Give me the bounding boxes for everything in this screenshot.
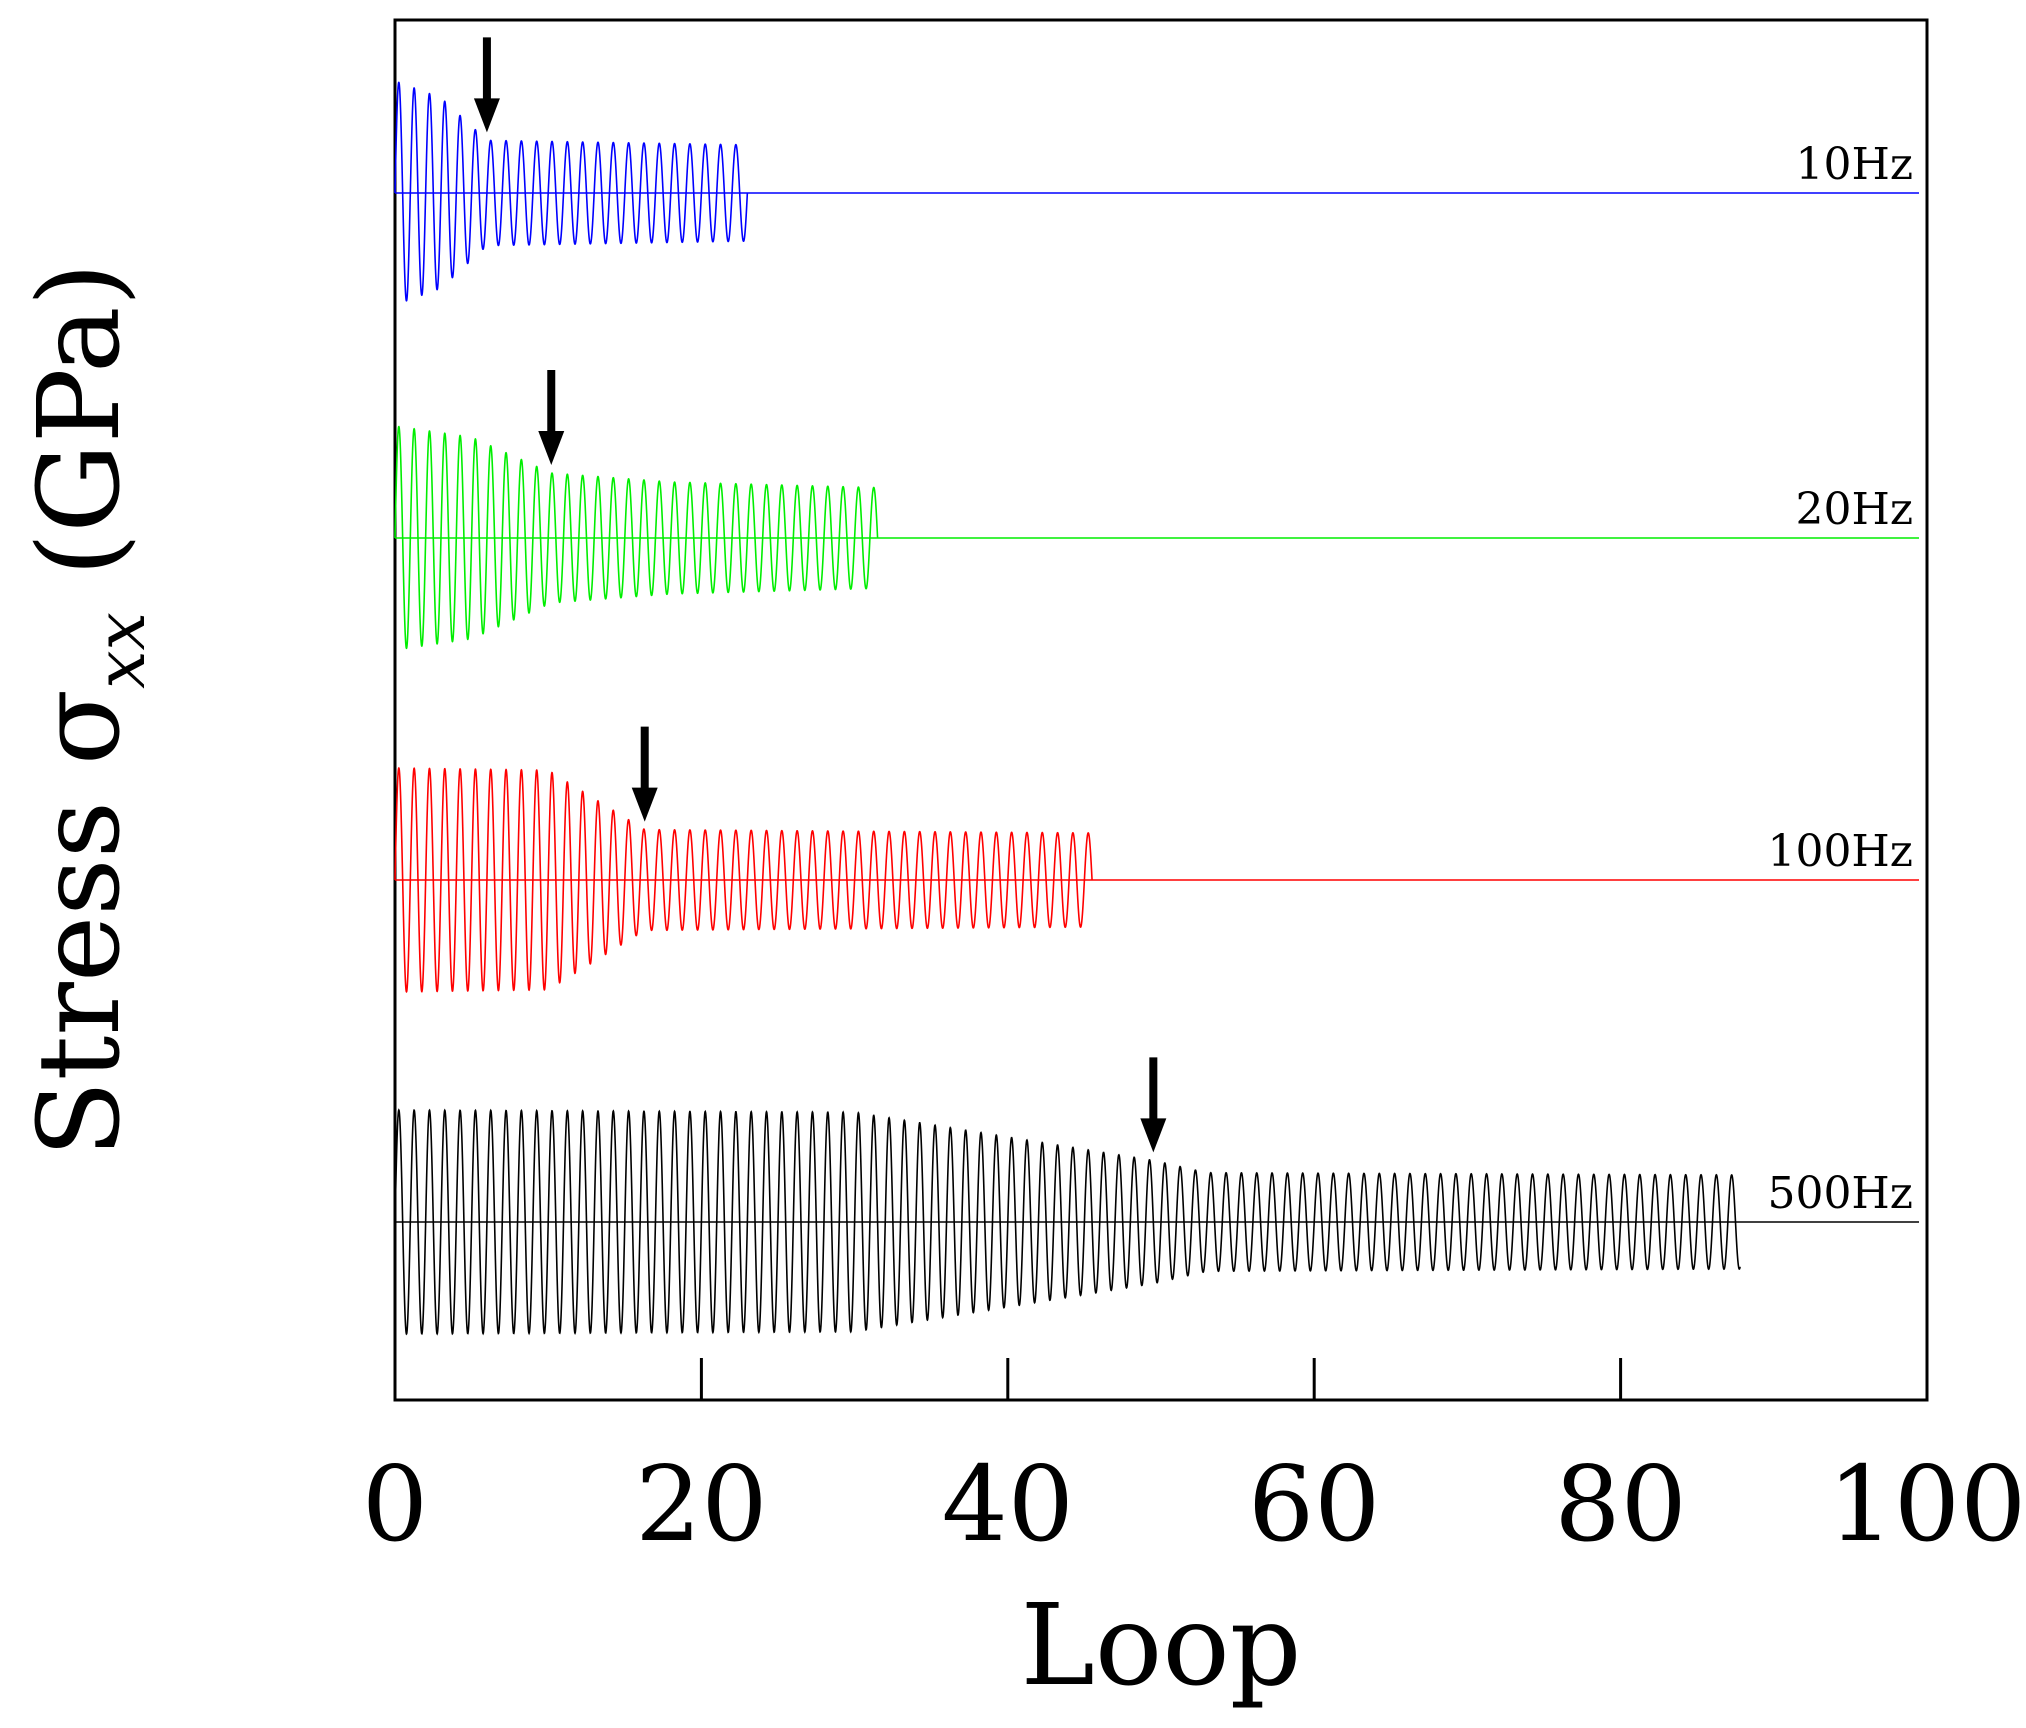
x-axis-title: Loop bbox=[1021, 1581, 1302, 1711]
series-20hz-oscillation bbox=[394, 425, 879, 650]
y-axis-title-suffix: (GPa) bbox=[15, 263, 145, 613]
series-500hz-oscillation bbox=[394, 1108, 1741, 1336]
arrow-500hz bbox=[1140, 1057, 1167, 1153]
arrow-500hz-head bbox=[1140, 1118, 1167, 1153]
arrow-100hz-head bbox=[631, 787, 658, 822]
series-label-500hz: 500Hz bbox=[1767, 1168, 1913, 1219]
arrow-100hz bbox=[631, 726, 658, 822]
arrow-10hz-head bbox=[473, 98, 500, 133]
plot-frame bbox=[393, 18, 1929, 1402]
x-tick-label-100: 100 bbox=[1828, 1443, 2026, 1565]
series-100hz-oscillation bbox=[394, 766, 1093, 993]
y-axis-title-prefix: Stress bbox=[15, 765, 145, 1157]
y-axis-title-subscript: xx bbox=[82, 612, 161, 689]
series-label-100hz: 100Hz bbox=[1767, 826, 1913, 877]
series-10hz-oscillation bbox=[394, 81, 749, 302]
x-tick-label-0: 0 bbox=[362, 1443, 428, 1565]
arrow-20hz bbox=[538, 370, 565, 466]
x-axis-ticks: 0 20 40 60 80 100 bbox=[362, 1358, 2026, 1565]
x-tick-label-80: 80 bbox=[1554, 1443, 1686, 1565]
arrow-20hz-head bbox=[538, 431, 565, 466]
y-axis-title: Stress σxx (GPa) bbox=[15, 263, 161, 1158]
arrow-10hz bbox=[473, 37, 500, 133]
y-axis-title-symbol: σ bbox=[15, 689, 145, 765]
arrows-group bbox=[473, 37, 1167, 1153]
x-tick-label-20: 20 bbox=[635, 1443, 767, 1565]
x-tick-label-60: 60 bbox=[1248, 1443, 1380, 1565]
series-labels: 10Hz 20Hz 100Hz 500Hz bbox=[1767, 139, 1913, 1219]
x-tick-label-40: 40 bbox=[942, 1443, 1074, 1565]
series-label-10hz: 10Hz bbox=[1795, 139, 1913, 190]
series-group bbox=[394, 81, 1919, 1336]
series-label-20hz: 20Hz bbox=[1795, 484, 1913, 535]
